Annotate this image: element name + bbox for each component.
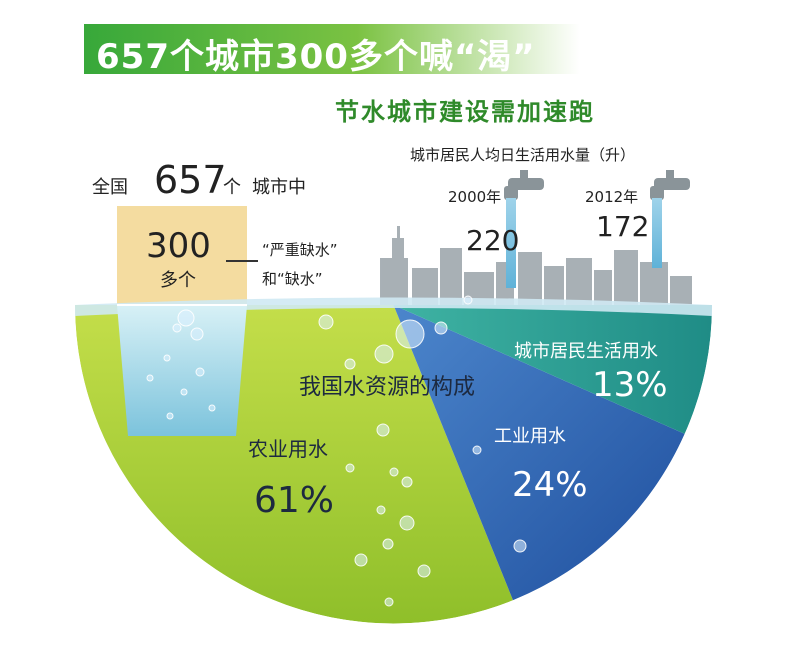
page-title: 657个城市300多个喊“渴” [96, 37, 536, 77]
cities-total: 657 [154, 158, 227, 202]
bubble [146, 374, 154, 382]
slice-value-agriculture: 61% [254, 480, 334, 521]
bubble [354, 553, 368, 567]
page-subtitle: 节水城市建设需加速跑 [335, 98, 595, 126]
bubble [434, 321, 448, 335]
water-surface [75, 297, 712, 316]
usage-year-2012: 2012年 [585, 188, 639, 206]
slice-industrial [393, 305, 685, 601]
bubble [180, 388, 188, 396]
bubble [389, 467, 399, 477]
bubble [417, 564, 431, 578]
bubble [401, 476, 413, 488]
bubble [344, 358, 356, 370]
slice-value-industrial: 24% [512, 465, 588, 505]
bubble [384, 597, 394, 607]
bubble [395, 319, 425, 349]
shortage-count: 300 [146, 226, 211, 266]
bubbles [146, 295, 527, 607]
slice-label-industrial: 工业用水 [494, 426, 566, 447]
glass-top [117, 206, 247, 306]
callout-line [226, 260, 258, 262]
title-banner [84, 24, 580, 74]
chart-title: 我国水资源的构成 [299, 375, 475, 400]
shortage-unit: 多个 [160, 270, 196, 291]
bubble [382, 538, 394, 550]
bubble [376, 423, 390, 437]
bubble [208, 404, 216, 412]
bubble [172, 323, 182, 333]
slice-residential [393, 305, 712, 434]
water-stream-2000 [506, 198, 516, 288]
bubble [163, 354, 171, 362]
bubble [345, 463, 355, 473]
slice-label-residential: 城市居民生活用水 [514, 341, 658, 362]
bubble [177, 309, 195, 327]
shortage-label-1: “严重缺水” [262, 241, 338, 259]
slice-label-agriculture: 农业用水 [248, 437, 328, 461]
shortage-label-2: 和“缺水” [262, 270, 323, 288]
bubble [166, 412, 174, 420]
water-stream-2012 [652, 198, 662, 268]
bubble [190, 327, 204, 341]
cities-prefix: 全国 [92, 177, 128, 198]
usage-value-2000: 220 [466, 224, 519, 257]
usage-title: 城市居民人均日生活用水量（升） [410, 146, 636, 164]
bubble [195, 367, 205, 377]
faucet-icon [650, 170, 690, 200]
bubble [374, 344, 394, 364]
bubble [318, 314, 334, 330]
usage-value-2012: 172 [596, 210, 649, 243]
faucet-icon [504, 170, 544, 200]
cities-suffix: 城市中 [252, 177, 306, 198]
water-glass [117, 305, 247, 436]
bubble [463, 295, 473, 305]
bubble [472, 445, 482, 455]
slice-value-residential: 13% [592, 365, 668, 405]
usage-year-2000: 2000年 [448, 188, 502, 206]
bubble [513, 539, 527, 553]
bubble [376, 505, 386, 515]
cities-total-unit: 个 [223, 177, 241, 198]
bubble [399, 515, 415, 531]
